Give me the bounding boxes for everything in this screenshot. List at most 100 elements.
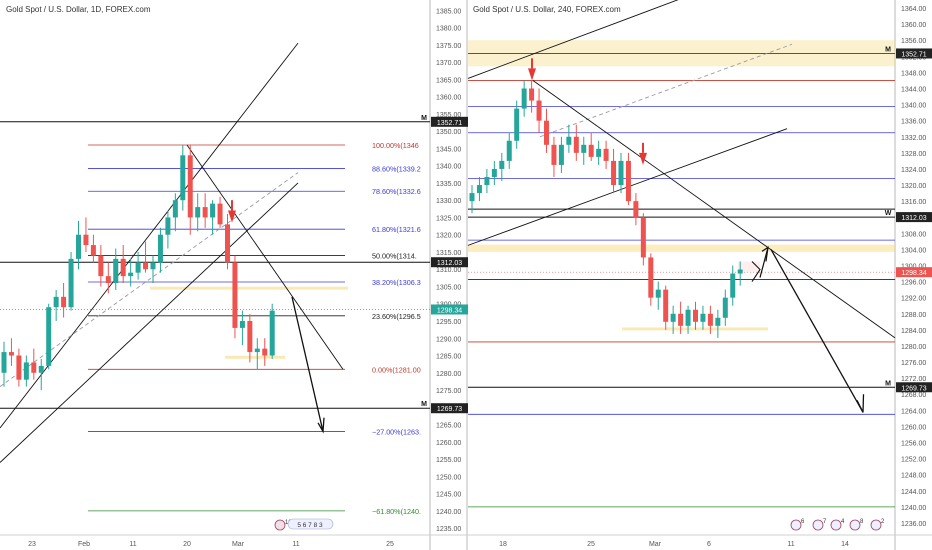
down-arrow xyxy=(770,249,864,413)
event-flag-icon xyxy=(812,519,824,531)
candle-body xyxy=(573,136,579,153)
right-chart: Gold Spot / U.S. Dollar, 240, FOREX.com 1… xyxy=(467,0,932,548)
right-chart-title: Gold Spot / U.S. Dollar, 240, FOREX.com xyxy=(473,5,621,14)
event-badges-text: 5 6 7 8 3 xyxy=(297,522,323,529)
price-tag xyxy=(431,403,468,414)
right-y-tick: 1356.00 xyxy=(901,38,926,45)
candle-body xyxy=(157,234,163,263)
right-y-tick: 1292.00 xyxy=(901,296,926,303)
left-y-tick: 1255.00 xyxy=(436,457,461,464)
left-x-label: Feb xyxy=(78,541,90,548)
right-y-tick: 1240.00 xyxy=(901,505,926,512)
right-y-tick: 1288.00 xyxy=(901,312,926,319)
left-y-tick: 1370.00 xyxy=(436,60,461,67)
right-y-tick: 1256.00 xyxy=(901,440,926,447)
sell-arrow xyxy=(228,210,236,223)
candle-body xyxy=(113,258,119,284)
left-y-tick: 1365.00 xyxy=(436,77,461,84)
candle-body xyxy=(61,296,67,308)
left-y-tick: 1345.00 xyxy=(436,146,461,153)
left-y-tick: 1250.00 xyxy=(436,474,461,481)
left-y-tick: 1340.00 xyxy=(436,164,461,171)
left-x-label: 25 xyxy=(386,541,394,548)
candle-body xyxy=(640,217,646,258)
price-tag xyxy=(896,267,932,278)
fib-label: 0.00%(1281.00 xyxy=(372,365,421,374)
right-y-tick: 1328.00 xyxy=(901,151,926,158)
candle-body xyxy=(529,88,535,101)
sell-arrow xyxy=(639,152,647,165)
candle-body xyxy=(603,148,609,161)
candle-body xyxy=(499,160,505,169)
timeframe-letter: M xyxy=(421,115,427,122)
candle-body xyxy=(611,160,617,186)
event-badges xyxy=(287,518,334,530)
candle-body xyxy=(195,207,201,218)
left-y-tick: 1325.00 xyxy=(436,215,461,222)
left-y-tick: 1290.00 xyxy=(436,336,461,343)
price-tag xyxy=(896,212,932,223)
candle-body xyxy=(269,310,275,356)
fib-label: 23.60%(1296.5 xyxy=(372,312,421,321)
right-y-tick: 1304.00 xyxy=(901,247,926,254)
left-y-tick: 1380.00 xyxy=(436,26,461,33)
candle-body xyxy=(678,313,684,326)
right-y-tick: 1244.00 xyxy=(901,489,926,496)
price-tag-text: 1298.34 xyxy=(437,307,462,314)
right-x-label: 18 xyxy=(499,541,507,548)
right-y-tick: 1272.00 xyxy=(901,376,926,383)
timeframe-letter: M xyxy=(885,46,891,53)
candle-body xyxy=(707,313,713,326)
candle-body xyxy=(31,362,37,373)
right-x-label: 6 xyxy=(707,541,711,548)
candle-body xyxy=(700,313,706,322)
price-tag xyxy=(896,48,932,59)
mid-zone xyxy=(468,244,895,252)
left-y-tick: 1310.00 xyxy=(436,267,461,274)
candle-body xyxy=(23,362,29,380)
fib-label: 100.00%(1346 xyxy=(372,141,419,150)
right-y-tick: 1264.00 xyxy=(901,408,926,415)
left-chart-title: Gold Spot / U.S. Dollar, 1D, FOREX.com xyxy=(6,5,151,14)
left-y-tick: 1360.00 xyxy=(436,95,461,102)
candle-body xyxy=(633,201,639,218)
candle-body xyxy=(262,348,268,356)
candle-body xyxy=(210,203,216,218)
event-count: 2 xyxy=(881,519,885,525)
candle-body xyxy=(202,207,208,218)
candle-body xyxy=(596,148,602,157)
candle-body xyxy=(514,108,520,141)
candle-body xyxy=(469,193,475,202)
right-y-tick: 1236.00 xyxy=(901,521,926,528)
event-count: 4 xyxy=(841,519,845,525)
left-y-tick: 1375.00 xyxy=(436,43,461,50)
candle-body xyxy=(625,160,631,202)
right-y-tick: 1276.00 xyxy=(901,360,926,367)
channel-mid-line xyxy=(0,172,299,387)
candle-body xyxy=(558,144,564,165)
left-y-tick: 1350.00 xyxy=(436,129,461,136)
left-y-tick: 1330.00 xyxy=(436,198,461,205)
candle-body xyxy=(83,234,89,246)
down-arrowhead xyxy=(856,394,865,413)
left-y-tick: 1305.00 xyxy=(436,284,461,291)
projection-arrowhead xyxy=(317,417,325,434)
candle-body xyxy=(491,168,497,177)
candle-body xyxy=(247,321,253,353)
right-y-tick: 1336.00 xyxy=(901,119,926,126)
event-flag-icon xyxy=(274,519,286,531)
timeframe-letter: W xyxy=(885,210,892,217)
right-y-tick: 1284.00 xyxy=(901,328,926,335)
candle-body xyxy=(232,262,238,328)
candle-body xyxy=(217,203,223,225)
candle-body xyxy=(715,317,721,326)
channel-mid-line xyxy=(539,43,793,138)
candle-body xyxy=(98,255,104,277)
right-y-tick: 1268.00 xyxy=(901,392,926,399)
right-y-tick: 1296.00 xyxy=(901,280,926,287)
right-y-tick: 1340.00 xyxy=(901,103,926,110)
candle-body xyxy=(663,289,669,322)
right-y-tick: 1344.00 xyxy=(901,86,926,93)
right-x-label: 25 xyxy=(587,541,595,548)
